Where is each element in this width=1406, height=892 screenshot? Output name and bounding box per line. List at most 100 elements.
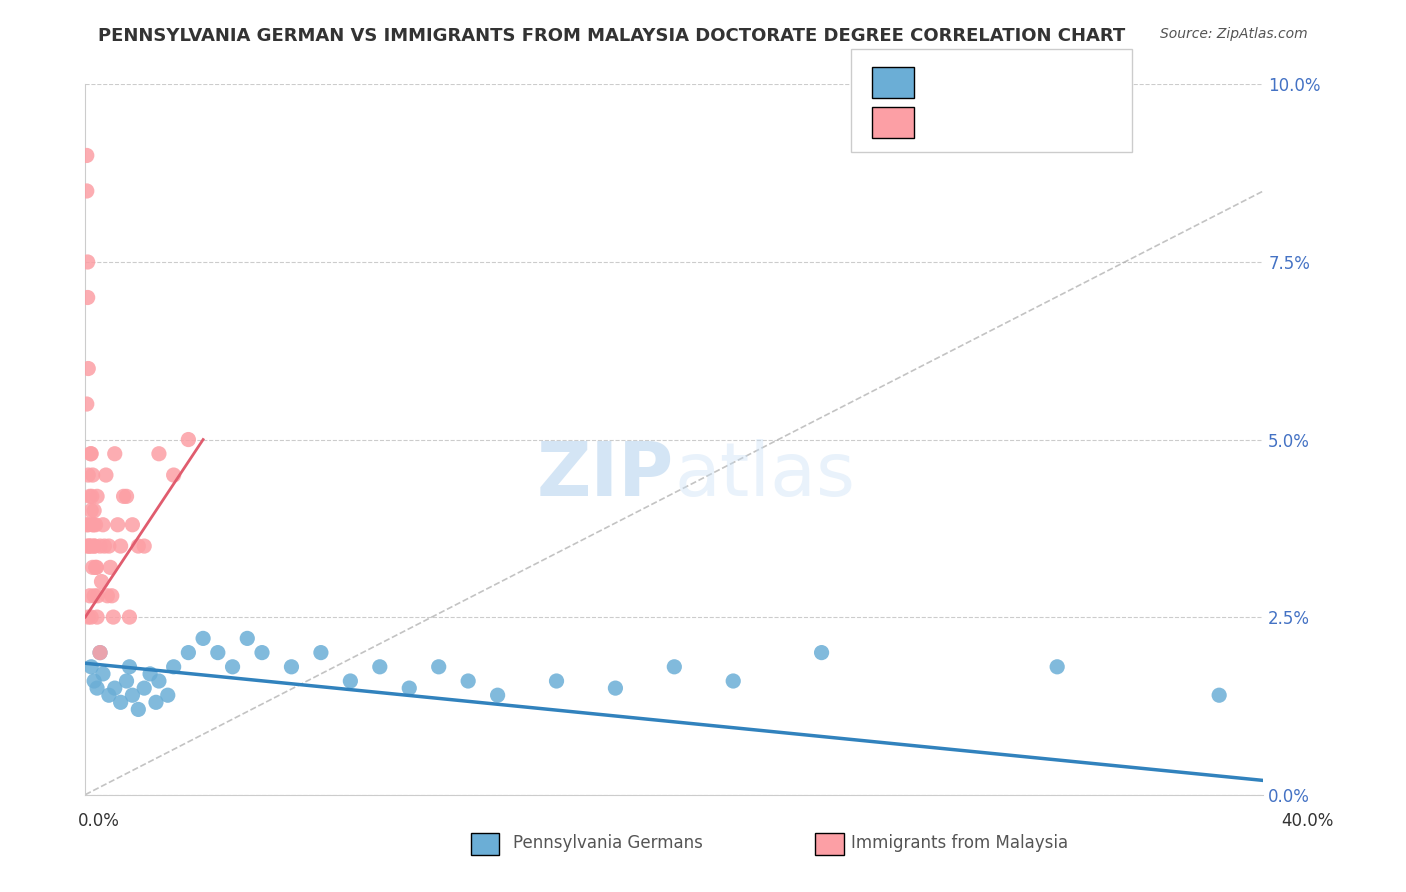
Point [1208,688,1230,702]
Text: R =: R = [921,73,952,91]
Point [280,660,302,674]
Point [76,539,98,553]
Point [80,489,103,503]
Text: 39: 39 [1059,73,1080,91]
Point [148,447,170,461]
Text: Immigrants from Malaysia: Immigrants from Malaysia [851,834,1067,852]
Point [97,688,120,702]
Point [163,660,186,674]
Point [457,673,479,688]
Point [83,517,105,532]
Point [486,688,509,702]
Point [79,589,101,603]
Text: ZIP: ZIP [537,439,675,511]
Text: -0.508: -0.508 [967,73,1021,91]
Point [810,646,832,660]
Point [163,468,186,483]
Point [82,517,104,532]
Point [94,468,117,483]
Text: 0.0%: 0.0% [77,812,120,830]
Point [98,560,121,574]
Point [89,646,111,660]
Point [82,468,104,483]
Point [207,646,229,660]
Point [86,681,108,695]
Point [90,574,112,589]
Point [91,667,114,681]
Point [104,681,127,695]
Point [115,489,138,503]
Point [79,489,101,503]
Point [110,539,132,553]
Point [721,673,744,688]
Point [156,688,179,702]
Point [121,517,143,532]
Point [83,539,105,553]
Point [139,667,162,681]
Point [236,632,259,646]
Point [145,695,167,709]
Point [605,681,627,695]
Point [80,447,103,461]
Point [177,433,200,447]
Point [83,503,105,517]
Point [76,517,98,532]
Point [76,148,98,162]
Point [83,539,105,553]
Point [89,646,111,660]
Point [77,539,100,553]
Point [76,397,98,411]
Point [427,660,450,674]
Point [546,673,568,688]
Point [110,695,132,709]
Point [177,646,200,660]
Text: R =: R = [921,113,952,131]
Point [86,560,108,574]
Point [664,660,686,674]
Point [96,589,118,603]
Point [80,539,103,553]
Point [76,255,98,269]
Point [107,517,129,532]
Text: PENNSYLVANIA GERMAN VS IMMIGRANTS FROM MALAYSIA DOCTORATE DEGREE CORRELATION CHA: PENNSYLVANIA GERMAN VS IMMIGRANTS FROM M… [98,27,1126,45]
Point [83,673,105,688]
Point [148,673,170,688]
Point [121,688,143,702]
Point [89,539,111,553]
Point [77,468,100,483]
Point [134,681,156,695]
Text: Pennsylvania Germans: Pennsylvania Germans [513,834,703,852]
Point [91,517,114,532]
Point [398,681,420,695]
Text: atlas: atlas [675,439,855,511]
Point [86,489,108,503]
Point [101,589,124,603]
Point [84,517,107,532]
Text: Source: ZipAtlas.com: Source: ZipAtlas.com [1160,27,1308,41]
Point [250,646,273,660]
Point [86,589,108,603]
Point [76,291,98,305]
Text: 58: 58 [1059,113,1080,131]
Point [84,560,107,574]
Point [1046,660,1069,674]
Point [104,447,127,461]
Point [127,702,149,716]
Point [86,610,108,624]
Point [112,489,135,503]
Point [309,646,332,660]
Point [368,660,391,674]
Point [76,184,98,198]
Point [79,447,101,461]
Point [80,503,103,517]
Point [221,660,243,674]
Text: 0.179: 0.179 [967,113,1015,131]
Point [79,539,101,553]
Point [97,539,120,553]
Point [93,539,115,553]
Point [134,539,156,553]
Point [82,560,104,574]
Point [118,610,141,624]
Point [191,632,214,646]
Point [80,660,103,674]
